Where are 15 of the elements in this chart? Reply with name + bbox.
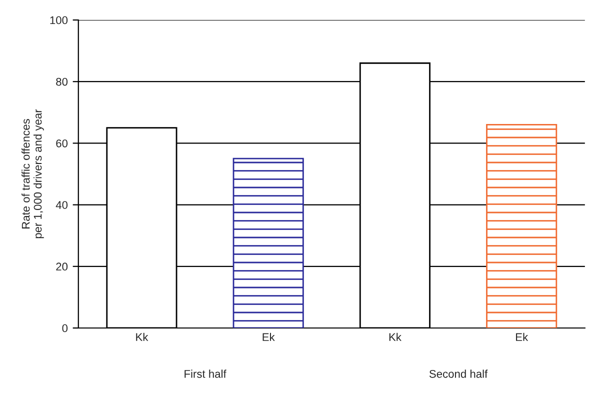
y-tick-label: 40	[56, 201, 68, 209]
y-tick-label: 100	[50, 16, 68, 24]
y-tick-label: 80	[56, 78, 68, 86]
x-tick-label: Kk	[136, 332, 148, 341]
x-tick-label: Ek	[262, 332, 275, 341]
text: First half	[184, 370, 226, 378]
bar	[486, 124, 558, 328]
y-axis-title: Rate of traffic offences per 1,000 drivers and year	[22, 109, 44, 238]
y-tick-label: 60	[56, 139, 68, 148]
y-tick-label: 20	[56, 262, 68, 271]
bar	[232, 158, 304, 328]
x-tick-label: Kk	[389, 332, 402, 341]
y-tick-label: 0	[62, 324, 68, 332]
x-tick-label: Ek	[516, 332, 528, 341]
text: Second half	[429, 370, 488, 378]
